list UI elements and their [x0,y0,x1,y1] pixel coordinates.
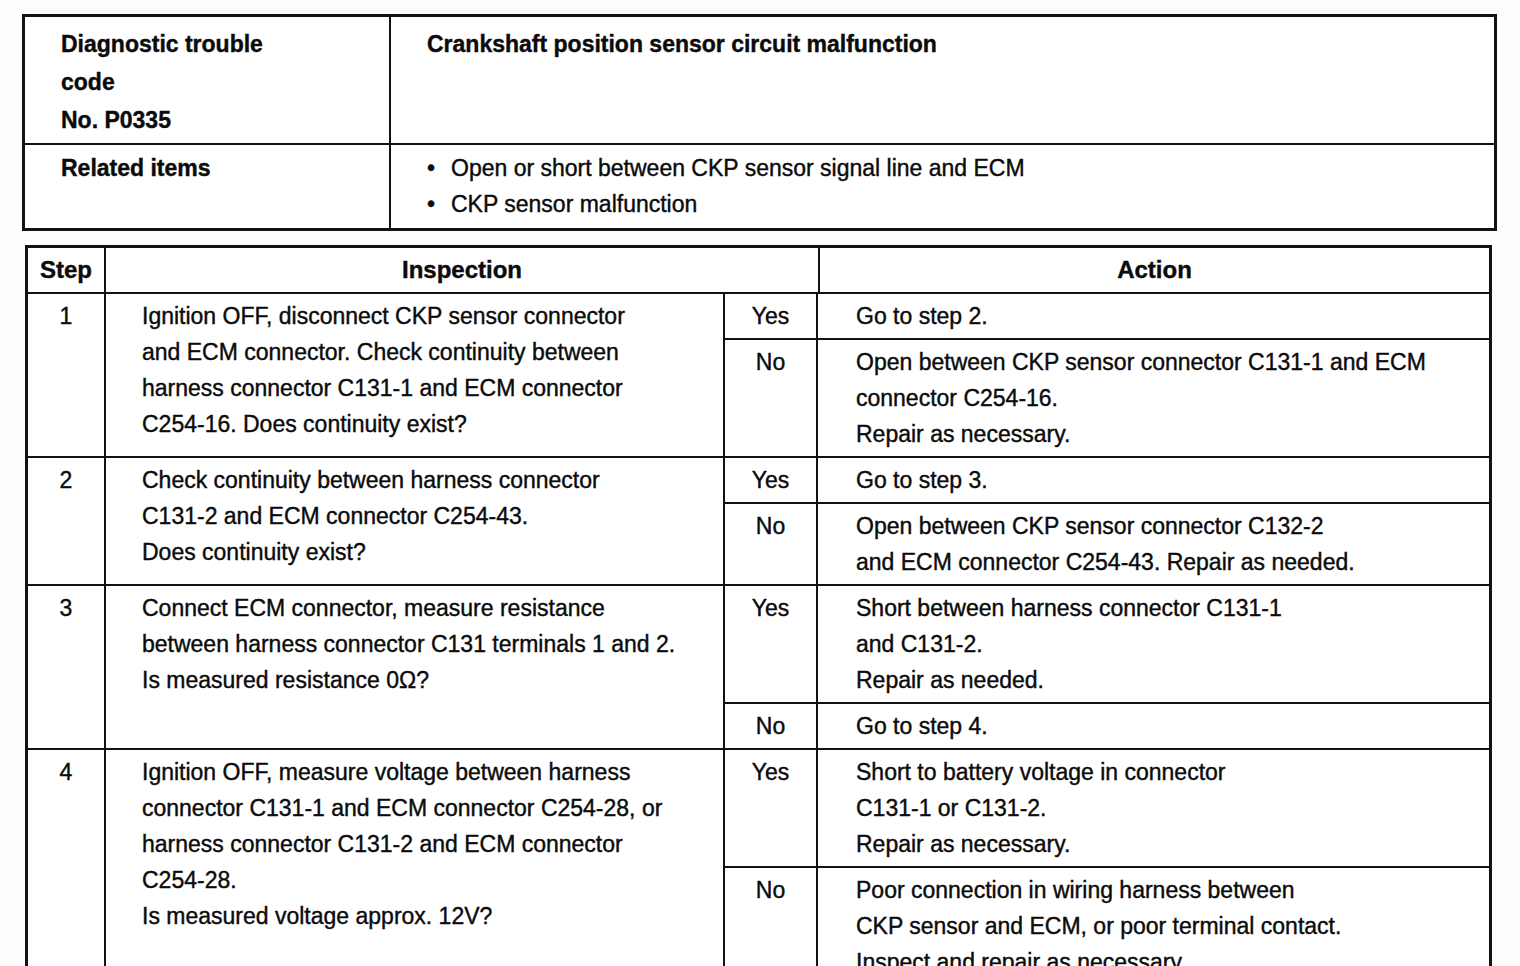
no-action-cell: Go to step 4. [818,704,1489,748]
inspection-cell: Check continuity between harness connect… [106,458,725,584]
no-label: No [725,504,818,584]
related-items-list: •Open or short between CKP sensor signal… [391,145,1494,228]
action-line: CKP sensor and ECM, or poor terminal con… [856,908,1477,944]
result-rows: Yes Go to step 3. No Open between CKP se… [725,458,1489,584]
action-line: Poor connection in wiring harness betwee… [856,872,1477,908]
action-line: Inspect and repair as necessary. [856,944,1477,966]
action-line: Go to step 4. [856,708,1477,744]
related-items-label: Related items [25,145,391,228]
related-item-text: CKP sensor malfunction [451,191,697,217]
yes-row: Yes Go to step 2. [725,294,1489,340]
step-number: 3 [28,586,106,748]
yes-label: Yes [725,586,818,702]
inspection-line: and ECM connector. Check continuity betw… [142,334,705,370]
step-number: 2 [28,458,106,584]
action-line: C131-1 or C131-2. [856,790,1477,826]
action-line: Open between CKP sensor connector C132-2 [856,508,1477,544]
yes-row: Yes Go to step 3. [725,458,1489,504]
inspection-line: C131-2 and ECM connector C254-43. [142,498,705,534]
inspection-line: Ignition OFF, disconnect CKP sensor conn… [142,298,705,334]
no-label: No [725,868,818,966]
inspection-column-header: Inspection [106,248,820,292]
related-item-text: Open or short between CKP sensor signal … [451,155,1025,181]
inspection-line: Check continuity between harness connect… [142,462,705,498]
inspection-cell: Ignition OFF, disconnect CKP sensor conn… [106,294,725,456]
dtc-title-cell: Crankshaft position sensor circuit malfu… [391,17,1494,145]
action-line: and ECM connector C254-43. Repair as nee… [856,544,1477,580]
no-action-cell: Poor connection in wiring harness betwee… [818,868,1489,966]
no-action-cell: Open between CKP sensor connector C131-1… [818,340,1489,456]
inspection-line: connector C131-1 and ECM connector C254-… [142,790,705,826]
yes-action-cell: Go to step 3. [818,458,1489,502]
inspection-line: Is measured resistance 0Ω? [142,662,705,698]
step-column-header: Step [28,248,106,292]
action-line: Go to step 3. [856,462,1477,498]
dtc-code-line: code [61,63,375,101]
inspection-line: between harness connector C131 terminals… [142,626,705,662]
table-header-row: Step Inspection Action [28,248,1489,292]
dtc-code-line: No. P0335 [61,101,375,139]
inspection-cell: Ignition OFF, measure voltage between ha… [106,750,725,966]
action-line: Short to battery voltage in connector [856,754,1477,790]
bullet-icon: • [427,186,451,222]
diagnostic-procedure-table: Step Inspection Action 1 Ignition OFF, d… [25,245,1492,966]
yes-row: Yes Short to battery voltage in connecto… [725,750,1489,868]
result-rows: Yes Short between harness connector C131… [725,586,1489,748]
inspection-line: Is measured voltage approx. 12V? [142,898,705,934]
inspection-cell: Connect ECM connector, measure resistanc… [106,586,725,748]
dtc-code-line: Diagnostic trouble [61,25,375,63]
action-line: connector C254-16. [856,380,1477,416]
step-row-1: 1 Ignition OFF, disconnect CKP sensor co… [28,292,1489,456]
action-line: Open between CKP sensor connector C131-1… [856,344,1477,380]
action-line: Short between harness connector C131-1 [856,590,1477,626]
action-line: Repair as necessary. [856,826,1477,862]
inspection-line: Does continuity exist? [142,534,705,570]
related-item: •CKP sensor malfunction [427,186,1480,222]
action-line: and C131-2. [856,626,1477,662]
inspection-line: Connect ECM connector, measure resistanc… [142,590,705,626]
step-row-3: 3 Connect ECM connector, measure resista… [28,584,1489,748]
step-number: 1 [28,294,106,456]
no-row: No Open between CKP sensor connector C13… [725,340,1489,456]
action-line: Go to step 2. [856,298,1477,334]
dtc-title: Crankshaft position sensor circuit malfu… [427,25,1480,63]
inspection-line: harness connector C131-2 and ECM connect… [142,826,705,862]
inspection-line: C254-16. Does continuity exist? [142,406,705,442]
step-number: 4 [28,750,106,966]
service-manual-page: Diagnostic trouble code No. P0335 Cranks… [0,0,1520,966]
yes-label: Yes [725,294,818,338]
step-row-2: 2 Check continuity between harness conne… [28,456,1489,584]
no-row: No Go to step 4. [725,704,1489,748]
inspection-line: harness connector C131-1 and ECM connect… [142,370,705,406]
dtc-info-table: Diagnostic trouble code No. P0335 Cranks… [22,14,1497,231]
related-item: •Open or short between CKP sensor signal… [427,150,1480,186]
action-line: Repair as needed. [856,662,1477,698]
no-label: No [725,704,818,748]
yes-action-cell: Short to battery voltage in connector C1… [818,750,1489,866]
action-line: Repair as necessary. [856,416,1477,452]
result-rows: Yes Short to battery voltage in connecto… [725,750,1489,966]
step-row-4: 4 Ignition OFF, measure voltage between … [28,748,1489,966]
no-label: No [725,340,818,456]
yes-action-cell: Short between harness connector C131-1 a… [818,586,1489,702]
no-action-cell: Open between CKP sensor connector C132-2… [818,504,1489,584]
no-row: No Open between CKP sensor connector C13… [725,504,1489,584]
bullet-icon: • [427,150,451,186]
yes-action-cell: Go to step 2. [818,294,1489,338]
action-column-header: Action [820,248,1489,292]
inspection-line: C254-28. [142,862,705,898]
no-row: No Poor connection in wiring harness bet… [725,868,1489,966]
inspection-line: Ignition OFF, measure voltage between ha… [142,754,705,790]
result-rows: Yes Go to step 2. No Open between CKP se… [725,294,1489,456]
yes-row: Yes Short between harness connector C131… [725,586,1489,704]
yes-label: Yes [725,750,818,866]
yes-label: Yes [725,458,818,502]
dtc-code-cell: Diagnostic trouble code No. P0335 [25,17,391,145]
